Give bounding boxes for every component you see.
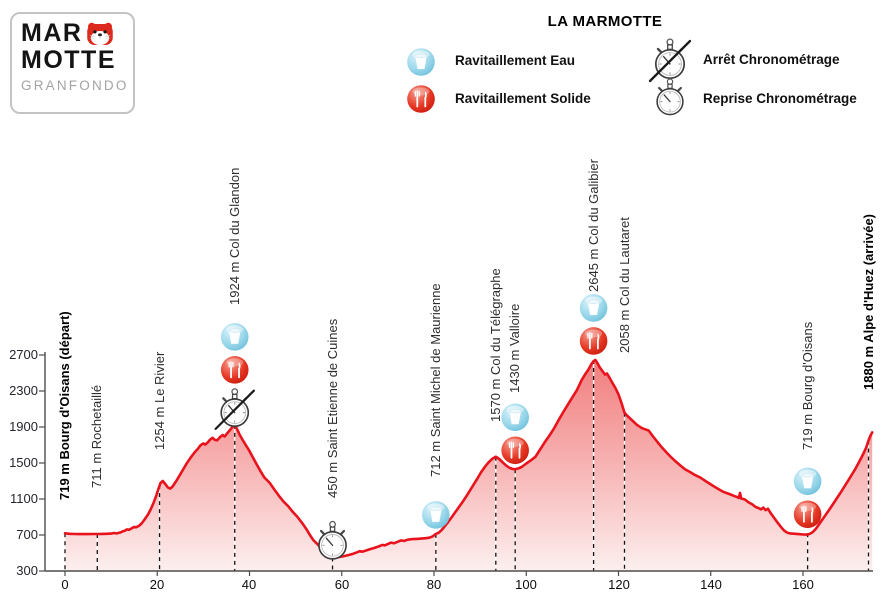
x-tick-100: 100 [515, 577, 537, 592]
x-tick-120: 120 [608, 577, 630, 592]
water-icon [421, 500, 450, 530]
marmotte-granfondo-logo: MAR MOTTE GRANFONDO [10, 12, 135, 114]
logo-text-granfondo: GRANFONDO [21, 78, 129, 93]
food-icon [220, 355, 250, 385]
water-icon [501, 403, 530, 432]
food-icon [500, 435, 530, 465]
legend-water-label: Ravitaillement Eau [455, 53, 576, 68]
stopwatch-icon [317, 520, 348, 561]
marker-label-galibier: 2645 m Col du Galibier [586, 159, 601, 292]
y-tick-1500: 1500 [9, 455, 38, 470]
logo-text-mar: MAR [21, 19, 83, 47]
water-icon [579, 293, 608, 323]
marker-label-st-michel: 712 m Saint Michel de Maurienne [428, 283, 443, 477]
marker-label-lautaret: 2058 m Col du Lautaret [617, 217, 632, 353]
page-title: LA MARMOTTE [547, 13, 663, 30]
marker-label-le-rivier: 1254 m Le Rivier [152, 351, 167, 450]
marker-label-glandon: 1924 m Col du Glandon [227, 167, 242, 305]
marker-label-rochetaille: 711 m Rochetaillé [89, 384, 104, 488]
marker-label-bourg: 719 m Bourg d'Oisans [800, 321, 815, 450]
water-icon [793, 467, 822, 496]
marker-label-depart: 719 m Bourg d'Oisans (départ) [57, 311, 72, 500]
x-tick-80: 80 [426, 577, 442, 592]
legend-reprise-label: Reprise Chronométrage [703, 91, 857, 106]
stopwatch-cross-icon [216, 389, 254, 429]
marker-label-telegraphe: 1570 m Col du Télégraphe [488, 268, 503, 422]
legend-arret-label: Arrêt Chronométrage [703, 52, 840, 67]
food-icon [792, 499, 823, 529]
x-tick-140: 140 [700, 577, 722, 592]
y-tick-2300: 2300 [9, 383, 38, 398]
y-tick-300: 300 [16, 563, 38, 578]
marker-label-valloire: 1430 m Valloire [507, 303, 522, 393]
x-tick-160: 160 [792, 577, 814, 592]
x-tick-20: 20 [149, 577, 165, 592]
chart-axes [44, 352, 873, 572]
marker-label-arrivee: 1880 m Alpe d'Huez (arrivée) [861, 213, 876, 390]
marker-label-st-etienne: 450 m Saint Etienne de Cuines [325, 318, 340, 498]
x-tick-60: 60 [334, 577, 350, 592]
y-tick-1900: 1900 [9, 419, 38, 434]
x-tick-40: 40 [241, 577, 257, 592]
water-icon [220, 322, 249, 351]
food-icon [578, 326, 609, 356]
x-tick-0: 0 [61, 577, 69, 592]
y-tick-2700: 2700 [9, 347, 38, 362]
y-tick-700: 700 [16, 527, 38, 542]
legend-food-label: Ravitaillement Solide [455, 91, 591, 106]
y-tick-1100: 1100 [10, 491, 38, 506]
logo-text-motte: MOTTE [21, 46, 116, 74]
